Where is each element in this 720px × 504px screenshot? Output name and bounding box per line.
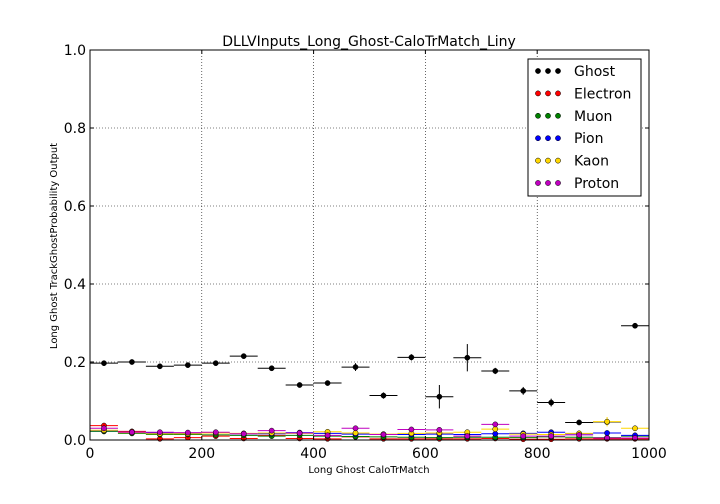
data-point bbox=[101, 425, 107, 432]
data-point bbox=[184, 429, 191, 436]
data-point bbox=[408, 354, 415, 361]
data-point bbox=[380, 392, 387, 399]
data-point bbox=[352, 364, 359, 370]
x-tick-label: 0 bbox=[86, 446, 95, 462]
data-point bbox=[464, 354, 471, 361]
data-point bbox=[436, 427, 443, 433]
legend-box bbox=[527, 58, 642, 197]
data-point bbox=[632, 425, 638, 432]
legend-marker bbox=[555, 68, 561, 74]
x-tick-label: 1000 bbox=[631, 446, 667, 462]
chart-title: DLLVInputs_Long_Ghost-CaloTrMatch_Liny bbox=[222, 34, 516, 50]
legend-item-ghost: Ghost bbox=[535, 64, 616, 80]
legend: Ghost Electron Muon Pion Kaon Proton bbox=[527, 58, 642, 197]
data-point bbox=[576, 432, 582, 438]
y-tick-label: 1.0 bbox=[64, 43, 86, 59]
x-tick-label: 400 bbox=[300, 446, 327, 462]
data-point bbox=[268, 365, 275, 372]
data-point bbox=[324, 380, 331, 386]
x-tick-label: 600 bbox=[412, 446, 439, 462]
y-axis: 0.0 0.2 0.4 0.6 0.8 1.0 bbox=[64, 43, 649, 449]
legend-marker bbox=[555, 180, 561, 186]
data-point bbox=[436, 393, 443, 400]
legend-marker bbox=[535, 135, 541, 142]
legend-marker bbox=[545, 112, 551, 119]
data-point bbox=[632, 322, 638, 329]
y-tick-label: 0.2 bbox=[64, 355, 86, 371]
data-point bbox=[604, 435, 610, 441]
y-tick-label: 0.6 bbox=[64, 199, 86, 215]
legend-label: Electron bbox=[574, 86, 631, 102]
data-point bbox=[604, 418, 610, 425]
data-point bbox=[157, 363, 163, 370]
legend-marker bbox=[555, 112, 561, 119]
legend-marker bbox=[545, 68, 551, 74]
data-point bbox=[380, 431, 387, 438]
legend-item-kaon: Kaon bbox=[535, 154, 609, 170]
legend-label: Pion bbox=[574, 131, 603, 147]
data-point bbox=[408, 426, 415, 433]
data-point bbox=[296, 382, 303, 388]
data-point bbox=[129, 429, 135, 436]
data-point bbox=[296, 430, 303, 436]
data-point bbox=[492, 430, 499, 437]
data-point bbox=[352, 430, 359, 436]
data-point bbox=[492, 426, 499, 432]
legend-marker bbox=[555, 157, 561, 164]
x-tick-label: 200 bbox=[188, 446, 215, 462]
y-tick-label: 0.4 bbox=[64, 277, 86, 293]
legend-marker bbox=[555, 135, 561, 142]
data-point bbox=[632, 435, 638, 441]
legend-marker bbox=[535, 90, 541, 97]
legend-item-muon: Muon bbox=[535, 109, 612, 125]
legend-marker bbox=[535, 68, 541, 74]
data-point bbox=[352, 425, 359, 432]
legend-marker bbox=[545, 180, 551, 186]
legend-label: Proton bbox=[574, 176, 619, 192]
series-proton bbox=[90, 421, 649, 441]
data-point bbox=[157, 429, 163, 436]
legend-marker bbox=[545, 157, 551, 164]
legend-label: Kaon bbox=[574, 154, 609, 170]
y-tick-label: 0.0 bbox=[64, 433, 86, 449]
data-point bbox=[212, 429, 219, 436]
legend-marker bbox=[535, 157, 541, 164]
data-point bbox=[240, 430, 247, 437]
data-point bbox=[212, 360, 219, 367]
data-point bbox=[548, 433, 555, 439]
data-point bbox=[492, 368, 499, 374]
data-point bbox=[548, 399, 555, 406]
y-axis-label: Long Ghost TrackGhostProbability Output bbox=[49, 143, 60, 349]
data-point bbox=[184, 362, 191, 368]
data-point bbox=[520, 388, 527, 394]
legend-marker bbox=[535, 180, 541, 186]
data-point bbox=[101, 360, 107, 367]
data-point bbox=[604, 430, 610, 436]
legend-item-electron: Electron bbox=[535, 86, 631, 102]
plot-frame bbox=[89, 49, 650, 441]
data-point bbox=[240, 353, 247, 359]
data-point bbox=[268, 427, 275, 434]
x-axis: 0 200 400 600 800 1000 bbox=[86, 50, 667, 462]
data-point bbox=[464, 433, 471, 439]
legend-marker bbox=[545, 90, 551, 97]
y-tick-label: 0.8 bbox=[64, 121, 86, 137]
legend-label: Ghost bbox=[574, 64, 616, 80]
legend-marker bbox=[555, 90, 561, 97]
data-point bbox=[492, 421, 499, 428]
data-point bbox=[520, 433, 527, 439]
legend-marker bbox=[535, 112, 541, 119]
data-point bbox=[324, 432, 331, 439]
legend-item-proton: Proton bbox=[535, 176, 619, 192]
grid bbox=[90, 50, 649, 440]
data-point bbox=[576, 419, 582, 426]
legend-label: Muon bbox=[574, 109, 612, 125]
x-axis-label: Long Ghost CaloTrMatch bbox=[308, 465, 429, 476]
data-point bbox=[129, 359, 135, 365]
x-tick-label: 800 bbox=[524, 446, 551, 462]
legend-marker bbox=[545, 135, 551, 142]
legend-item-pion: Pion bbox=[535, 131, 603, 147]
